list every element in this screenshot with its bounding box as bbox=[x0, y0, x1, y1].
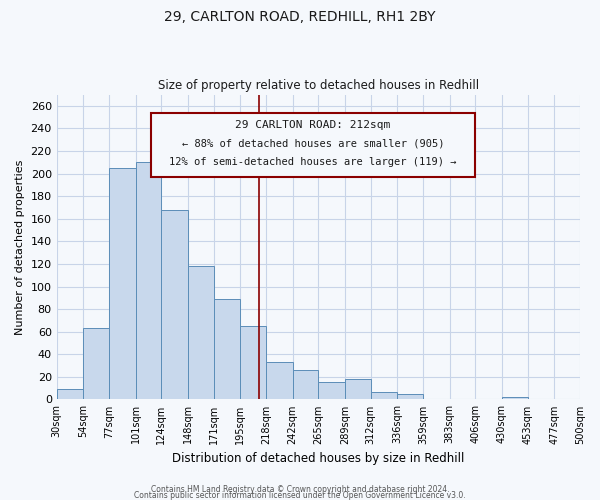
Bar bbox=[502, 397, 527, 400]
Bar bbox=[136, 162, 161, 400]
Bar bbox=[319, 382, 345, 400]
Text: 12% of semi-detached houses are larger (119) →: 12% of semi-detached houses are larger (… bbox=[169, 157, 457, 167]
Bar bbox=[83, 328, 109, 400]
Bar bbox=[241, 326, 266, 400]
Text: Contains HM Land Registry data © Crown copyright and database right 2024.: Contains HM Land Registry data © Crown c… bbox=[151, 484, 449, 494]
Bar bbox=[188, 266, 214, 400]
Text: 29, CARLTON ROAD, REDHILL, RH1 2BY: 29, CARLTON ROAD, REDHILL, RH1 2BY bbox=[164, 10, 436, 24]
Bar bbox=[161, 210, 188, 400]
Text: ← 88% of detached houses are smaller (905): ← 88% of detached houses are smaller (90… bbox=[182, 139, 445, 149]
Text: 29 CARLTON ROAD: 212sqm: 29 CARLTON ROAD: 212sqm bbox=[235, 120, 391, 130]
Bar bbox=[214, 299, 241, 400]
Bar bbox=[371, 392, 397, 400]
Bar bbox=[345, 379, 371, 400]
FancyBboxPatch shape bbox=[151, 113, 475, 177]
Bar bbox=[397, 394, 423, 400]
Text: Contains public sector information licensed under the Open Government Licence v3: Contains public sector information licen… bbox=[134, 490, 466, 500]
Y-axis label: Number of detached properties: Number of detached properties bbox=[15, 160, 25, 334]
Title: Size of property relative to detached houses in Redhill: Size of property relative to detached ho… bbox=[158, 79, 479, 92]
Bar bbox=[109, 168, 136, 400]
Bar bbox=[293, 370, 319, 400]
X-axis label: Distribution of detached houses by size in Redhill: Distribution of detached houses by size … bbox=[172, 452, 464, 465]
Bar bbox=[56, 390, 83, 400]
Bar bbox=[266, 362, 293, 400]
